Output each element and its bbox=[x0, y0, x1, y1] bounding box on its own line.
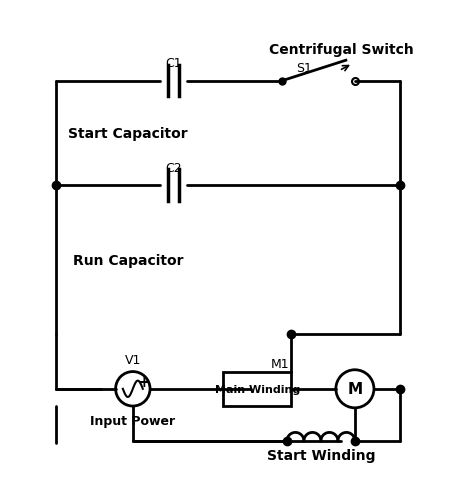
Text: +: + bbox=[137, 375, 150, 390]
Text: M1: M1 bbox=[270, 357, 288, 370]
Text: C1: C1 bbox=[165, 57, 182, 70]
Text: V1: V1 bbox=[124, 353, 141, 366]
Text: Main Winding: Main Winding bbox=[214, 384, 299, 394]
Text: M: M bbox=[347, 381, 362, 396]
Text: C2: C2 bbox=[165, 161, 182, 174]
Text: Centrifugal Switch: Centrifugal Switch bbox=[268, 43, 413, 57]
Text: Start Winding: Start Winding bbox=[266, 448, 374, 462]
Text: Run Capacitor: Run Capacitor bbox=[73, 253, 183, 267]
Text: S1: S1 bbox=[295, 61, 311, 75]
Text: Start Capacitor: Start Capacitor bbox=[68, 126, 188, 140]
Text: Input Power: Input Power bbox=[90, 414, 175, 427]
